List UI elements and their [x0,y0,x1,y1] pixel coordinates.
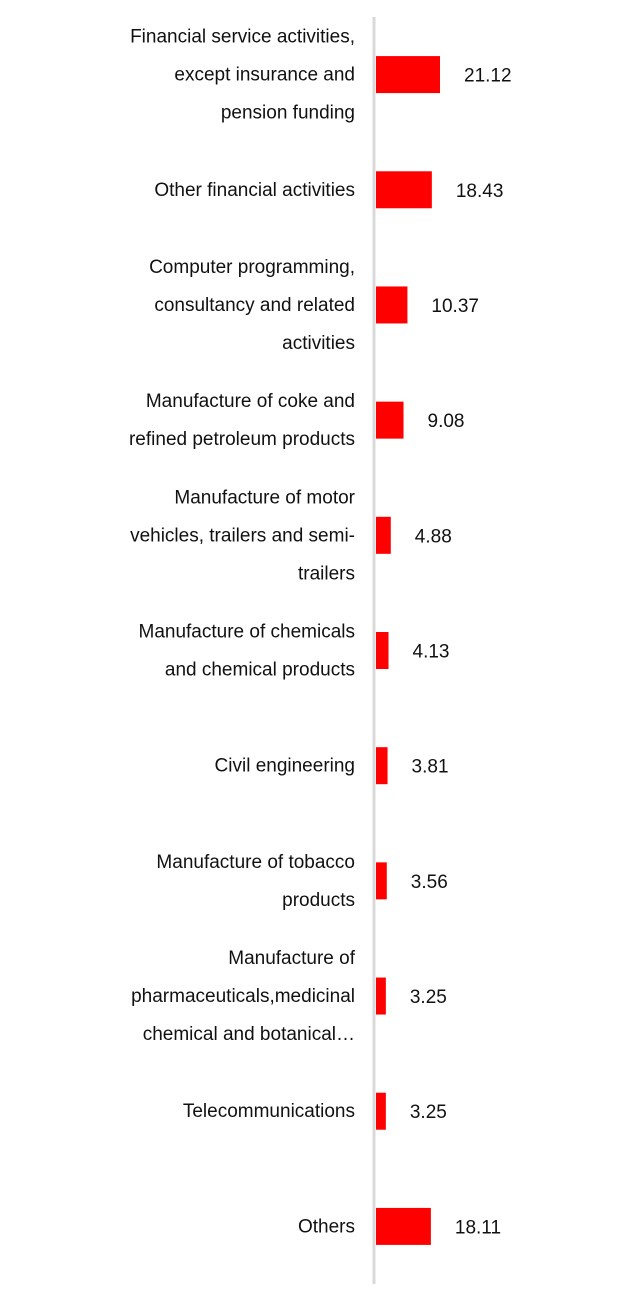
category-label-1: Financial service activities, except insu… [130,27,355,124]
category-label-4: Manufacture of coke and refined petroleum… [129,391,355,450]
category-label-7-line-1: Civil engineering [215,756,355,777]
bar-7 [376,747,388,785]
bar-9 [376,977,386,1015]
category-labels-group: Financial service activities, except insu… [129,27,356,1238]
category-label-6-line-1: Manufacture of chemicals [139,622,356,643]
category-label-1-line-1: Financial service activities, [130,27,355,48]
category-label-5-line-2: vehicles, trailers and semi- [130,525,355,546]
value-label-1: 21.12 [464,66,512,87]
category-label-8: Manufacture of tobacco products [156,852,355,911]
category-label-10: Telecommunications [183,1101,355,1122]
bars-group [376,56,440,1245]
category-label-5: Manufacture of motor vehicles, trailers a… [130,487,356,584]
bar-5 [376,516,391,554]
category-label-5-line-3: trailers [298,563,355,584]
category-label-1-line-2: except insurance and [174,65,355,86]
bar-8 [376,862,387,900]
category-label-8-line-1: Manufacture of tobacco [156,852,355,873]
bar-1 [376,56,440,94]
category-label-3: Computer programming, consultancy and rel… [149,257,355,354]
value-label-8: 3.56 [411,872,448,893]
category-label-9-line-1: Manufacture of [228,948,355,969]
category-label-9-line-2: pharmaceuticals,medicinal [131,986,355,1007]
bar-4 [376,401,404,439]
bar-6 [376,632,389,669]
category-label-3-line-1: Computer programming, [149,257,355,278]
category-label-3-line-3: activities [282,333,355,354]
category-label-2: Other financial activities [154,180,355,201]
category-label-6: Manufacture of chemicals and chemical pro… [139,622,356,681]
category-label-4-line-2: refined petroleum products [129,429,355,450]
value-label-4: 9.08 [428,411,465,432]
bar-10 [376,1092,386,1130]
category-label-8-line-2: products [282,890,355,911]
category-label-5-line-1: Manufacture of motor [174,487,355,508]
category-label-4-line-1: Manufacture of coke and [146,391,355,412]
value-label-11: 18.11 [455,1217,501,1238]
value-label-3: 10.37 [431,296,479,317]
value-label-2: 18.43 [456,181,504,202]
category-label-9-line-3: chemical and botanical… [143,1024,355,1045]
value-label-7: 3.81 [412,757,449,778]
value-label-6: 4.13 [413,642,450,663]
value-label-10: 3.25 [410,1102,447,1123]
category-label-6-line-2: and chemical products [165,660,355,681]
bar-11 [376,1207,431,1245]
category-label-7: Civil engineering [215,756,355,777]
category-label-10-line-1: Telecommunications [183,1101,355,1122]
category-label-2-line-1: Other financial activities [154,180,355,201]
category-label-11-line-1: Others [298,1216,355,1237]
bar-3 [376,286,408,324]
category-label-3-line-2: consultancy and related [154,295,355,316]
category-label-9: Manufacture of pharmaceuticals,medicinal c… [131,948,356,1045]
bar-2 [376,171,432,209]
value-labels-group: 21.12 18.43 10.37 9.08 4.88 4.13 3.81 3.56 3.25 3… [410,66,512,1239]
category-label-1-line-3: pension funding [221,103,355,124]
value-label-9: 3.25 [410,987,447,1008]
category-label-11: Others [298,1216,355,1237]
value-label-5: 4.88 [415,526,452,547]
